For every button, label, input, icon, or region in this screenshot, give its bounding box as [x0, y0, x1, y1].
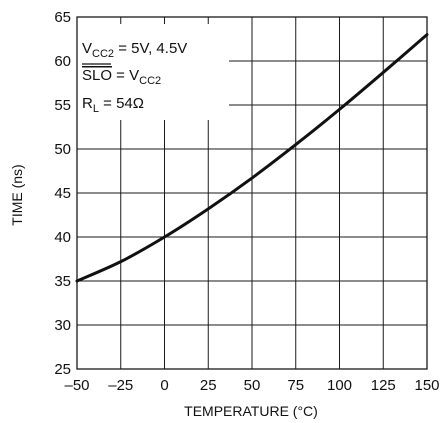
x-tick-label: 75	[287, 377, 304, 394]
y-tick-label: 60	[54, 53, 71, 70]
annotation-slo: SLO = VCC2	[82, 67, 161, 87]
x-tick-label: 0	[160, 377, 168, 394]
annotation-block: VCC2 = 5V, 4.5V SLO = VCC2 RL = 54Ω	[82, 40, 187, 115]
x-axis-title: TEMPERATURE (°C)	[184, 403, 318, 419]
y-axis-ticks: 25 30 35 40 45 50 55 60 65	[54, 9, 71, 378]
y-tick-label: 40	[54, 229, 71, 246]
x-tick-label: –50	[64, 377, 89, 394]
x-tick-label: 125	[371, 377, 396, 394]
x-tick-label: 150	[414, 377, 439, 394]
y-tick-label: 50	[54, 141, 71, 158]
annotation-rl: RL = 54Ω	[82, 95, 144, 115]
x-tick-label: 25	[200, 377, 217, 394]
x-tick-label: 50	[244, 377, 261, 394]
y-axis-title: TIME (ns)	[9, 164, 25, 225]
series-line	[75, 33, 429, 283]
y-tick-label: 30	[54, 317, 71, 334]
x-tick-label: 100	[327, 377, 352, 394]
x-axis-ticks: –50 –25 0 25 50 75 100 125 150	[64, 377, 439, 394]
x-tick-label: –25	[108, 377, 133, 394]
y-tick-label: 35	[54, 273, 71, 290]
plot-frame	[76, 16, 428, 370]
annotation-backdrop	[77, 24, 229, 120]
y-tick-label: 25	[54, 361, 71, 378]
y-tick-label: 45	[54, 185, 71, 202]
annotation-vcc2: VCC2 = 5V, 4.5V	[82, 40, 187, 60]
y-tick-label: 55	[54, 97, 71, 114]
y-tick-label: 65	[54, 9, 71, 26]
